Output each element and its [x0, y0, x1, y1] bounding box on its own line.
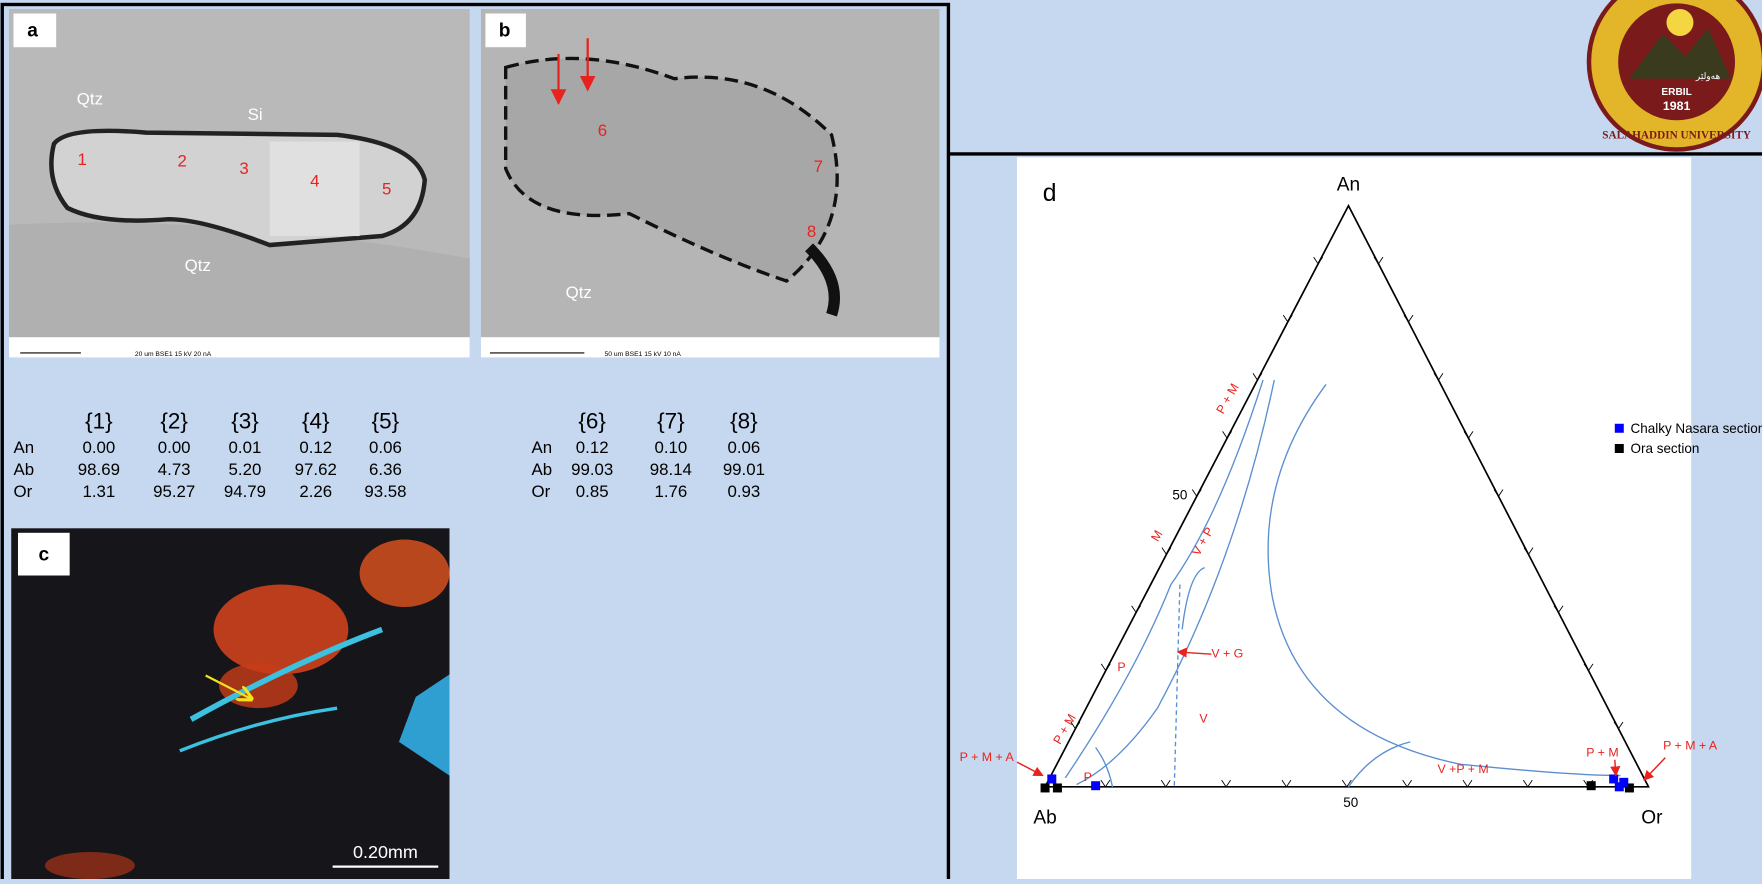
table-cell: 95.27	[153, 482, 195, 501]
table-cell: 0.93	[728, 482, 761, 501]
table-cell: 98.69	[78, 460, 120, 479]
image-b: b Qtz 6 7 8 50 um BSE1 15 kV 10 nA	[481, 9, 939, 358]
table-cell: 99.01	[723, 460, 765, 479]
vertex-label: An	[1337, 175, 1360, 196]
field-label: V	[1199, 712, 1208, 726]
vertex-label: Ab	[1033, 807, 1056, 828]
legend-swatch	[1615, 424, 1624, 433]
logo: ERBIL هەولێر 1981 SALAHADDIN UNIVERSITY	[1589, 0, 1762, 149]
table-cell: 1.31	[82, 482, 115, 501]
scale-bar: 0.20mm	[353, 842, 418, 862]
table-cell: 0.00	[82, 438, 115, 457]
column-header: {4}	[302, 409, 330, 434]
logo-text: SALAHADDIN UNIVERSITY	[1602, 130, 1751, 142]
tick-label: 50	[1343, 795, 1358, 810]
field-label: V +P + M	[1437, 762, 1488, 776]
vertex-label: Or	[1641, 807, 1663, 828]
table-cell: 0.00	[158, 438, 191, 457]
legend-swatch	[1615, 444, 1624, 453]
caption: 50 um BSE1 15 kV 10 nA	[605, 351, 682, 358]
table-cell: 0.01	[229, 438, 262, 457]
point-label: 8	[807, 222, 816, 241]
table-cell: 93.58	[364, 482, 406, 501]
column-header: {1}	[85, 409, 113, 434]
field-label: V + G	[1211, 646, 1243, 660]
slide: a Qtz Si Qtz 1 2 3 4 5 20 um BSE1 15 kV …	[0, 0, 1762, 879]
column-header: {7}	[657, 409, 685, 434]
field-label: P + M + A	[960, 750, 1015, 764]
point-label: 1	[78, 150, 87, 169]
column-header: {5}	[372, 409, 400, 434]
column-header: {8}	[730, 409, 758, 434]
logo-text: ERBIL	[1661, 87, 1691, 98]
legend-label: Chalky Nasara section	[1631, 421, 1762, 436]
mineral-label: Si	[248, 105, 263, 124]
table-cell: 0.10	[654, 438, 687, 457]
panel-label: a	[27, 21, 38, 42]
logo-text: هەولێر	[1695, 71, 1721, 82]
caption: 20 um BSE1 15 kV 20 nA	[135, 351, 212, 358]
point-label: 5	[382, 179, 391, 198]
point-label: 2	[178, 151, 187, 170]
table-cell: 97.62	[295, 460, 337, 479]
table-cell: 0.06	[728, 438, 761, 457]
image-c: c 0.20mm	[11, 528, 449, 879]
table-cell: 2.26	[299, 482, 332, 501]
table-cell: 94.79	[224, 482, 266, 501]
table-cell: 0.85	[576, 482, 609, 501]
page: a Qtz Si Qtz 1 2 3 4 5 20 um BSE1 15 kV …	[0, 0, 1762, 879]
row-label: Or	[13, 482, 32, 501]
panel-label: d	[1043, 180, 1057, 207]
field-label: P + M	[1586, 745, 1618, 759]
table-cell: 0.06	[369, 438, 402, 457]
table-cell: 4.73	[158, 460, 191, 479]
tick-label: 50	[1172, 487, 1187, 502]
table-cell: 99.03	[571, 460, 613, 479]
table-cell: 0.12	[299, 438, 332, 457]
mineral-label: Qtz	[77, 89, 103, 108]
field-label: P	[1117, 660, 1125, 674]
table-cell: 6.36	[369, 460, 402, 479]
row-label: Or	[532, 482, 551, 501]
table-cell: 0.12	[576, 438, 609, 457]
table-cell: 98.14	[650, 460, 692, 479]
field-label: P	[1084, 770, 1092, 784]
logo-text: 1981	[1663, 99, 1691, 113]
panel-d-bg	[1017, 157, 1691, 879]
table-cell: 1.76	[654, 482, 687, 501]
column-header: {2}	[160, 409, 188, 434]
mineral-label: Qtz	[185, 256, 211, 275]
row-label: An	[532, 438, 553, 457]
legend-label: Ora section	[1631, 441, 1700, 456]
panel-label: b	[499, 21, 511, 42]
panel-label: c	[39, 544, 50, 565]
column-header: {3}	[231, 409, 259, 434]
image-a: a Qtz Si Qtz 1 2 3 4 5 20 um BSE1 15 kV …	[9, 9, 470, 358]
table-cell: 5.20	[229, 460, 262, 479]
row-label: Ab	[532, 460, 553, 479]
mineral-label: Qtz	[566, 283, 592, 302]
point-label: 6	[598, 121, 607, 140]
row-label: Ab	[13, 460, 34, 479]
point-label: 4	[310, 172, 319, 191]
row-label: An	[13, 438, 34, 457]
point-label: 3	[239, 159, 248, 178]
point-label: 7	[814, 157, 823, 176]
column-header: {6}	[578, 409, 606, 434]
field-label: P + M + A	[1663, 739, 1718, 753]
